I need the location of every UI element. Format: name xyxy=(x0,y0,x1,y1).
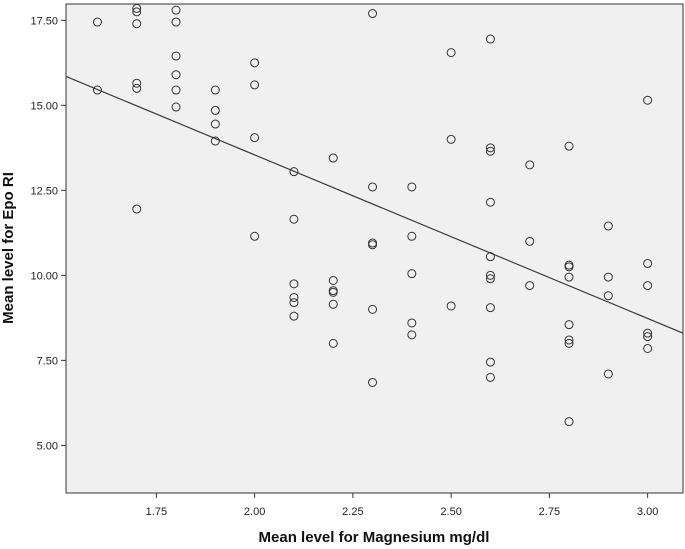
data-point xyxy=(328,153,338,163)
points-group xyxy=(92,3,653,427)
x-axis: 1.75 2.00 2.25 2.50 2.75 3.00 xyxy=(146,493,658,518)
x-tick-label: 2.00 xyxy=(244,506,265,518)
x-tick-label: 2.25 xyxy=(342,506,363,518)
data-point xyxy=(564,272,574,282)
data-point xyxy=(250,133,260,143)
data-point xyxy=(132,204,142,214)
data-point xyxy=(289,167,299,177)
data-point xyxy=(289,279,299,289)
data-point xyxy=(171,102,181,112)
y-tick-label: 10.00 xyxy=(30,270,58,282)
x-tick-label: 2.75 xyxy=(539,506,560,518)
data-point xyxy=(368,9,378,19)
data-point xyxy=(250,231,260,241)
data-point xyxy=(210,119,220,129)
y-tick-label: 5.00 xyxy=(37,440,58,452)
data-point xyxy=(603,272,613,282)
data-point xyxy=(407,231,417,241)
data-point xyxy=(250,58,260,68)
data-point xyxy=(603,369,613,379)
data-point xyxy=(328,338,338,348)
data-point xyxy=(564,320,574,330)
data-point xyxy=(328,287,338,297)
data-point xyxy=(407,318,417,328)
data-point xyxy=(328,299,338,309)
data-point xyxy=(289,311,299,321)
x-axis-title: Mean level for Magnesium mg/dl xyxy=(259,529,490,546)
data-point xyxy=(643,281,653,291)
data-point xyxy=(446,134,456,144)
data-point xyxy=(368,182,378,192)
data-point xyxy=(485,274,495,284)
data-point xyxy=(132,7,142,17)
data-point xyxy=(132,78,142,88)
y-axis: 5.00 7.50 10.00 12.50 15.00 17.50 xyxy=(30,15,66,452)
data-point xyxy=(485,143,495,153)
data-point xyxy=(564,141,574,151)
data-point xyxy=(368,240,378,250)
data-point xyxy=(564,262,574,272)
x-tick-label: 2.50 xyxy=(440,506,461,518)
data-point xyxy=(485,252,495,262)
data-point xyxy=(485,34,495,44)
y-tick-label: 7.50 xyxy=(37,355,58,367)
data-point xyxy=(407,182,417,192)
data-point xyxy=(171,85,181,95)
x-tick-label: 1.75 xyxy=(146,506,167,518)
y-axis-title: Mean level for Epo RI xyxy=(0,172,17,324)
data-point xyxy=(564,338,574,348)
data-point xyxy=(485,197,495,207)
data-point xyxy=(132,83,142,93)
data-point xyxy=(525,236,535,246)
data-point xyxy=(446,301,456,311)
data-point xyxy=(485,270,495,280)
data-point xyxy=(643,258,653,268)
data-point xyxy=(643,343,653,353)
y-tick-label: 15.00 xyxy=(30,100,58,112)
data-point xyxy=(407,269,417,279)
data-point xyxy=(564,335,574,345)
data-point xyxy=(446,48,456,58)
data-point xyxy=(368,304,378,314)
y-tick-label: 17.50 xyxy=(30,15,58,27)
data-point xyxy=(603,291,613,301)
fit-line xyxy=(65,75,684,334)
x-tick-label: 3.00 xyxy=(637,506,658,518)
data-point xyxy=(643,332,653,342)
data-point xyxy=(210,105,220,115)
data-point xyxy=(485,146,495,156)
data-point xyxy=(171,51,181,61)
y-tick-label: 12.50 xyxy=(30,185,58,197)
data-point xyxy=(132,3,142,13)
data-point xyxy=(525,160,535,170)
data-point xyxy=(92,85,102,95)
data-point xyxy=(132,19,142,29)
data-point xyxy=(328,275,338,285)
data-point xyxy=(525,281,535,291)
data-point xyxy=(643,95,653,105)
data-point xyxy=(485,372,495,382)
data-point xyxy=(289,298,299,308)
data-point xyxy=(171,17,181,27)
data-point xyxy=(485,357,495,367)
data-point xyxy=(485,303,495,313)
data-point xyxy=(368,377,378,387)
data-point xyxy=(250,80,260,90)
data-point xyxy=(564,417,574,427)
data-point xyxy=(407,330,417,340)
fit-line-group xyxy=(65,75,684,334)
data-point xyxy=(210,136,220,146)
data-point xyxy=(171,70,181,80)
data-point xyxy=(289,214,299,224)
data-point xyxy=(603,221,613,231)
data-point xyxy=(210,85,220,95)
data-point xyxy=(92,17,102,27)
data-point xyxy=(643,328,653,338)
data-point xyxy=(289,292,299,302)
data-point xyxy=(171,5,181,15)
